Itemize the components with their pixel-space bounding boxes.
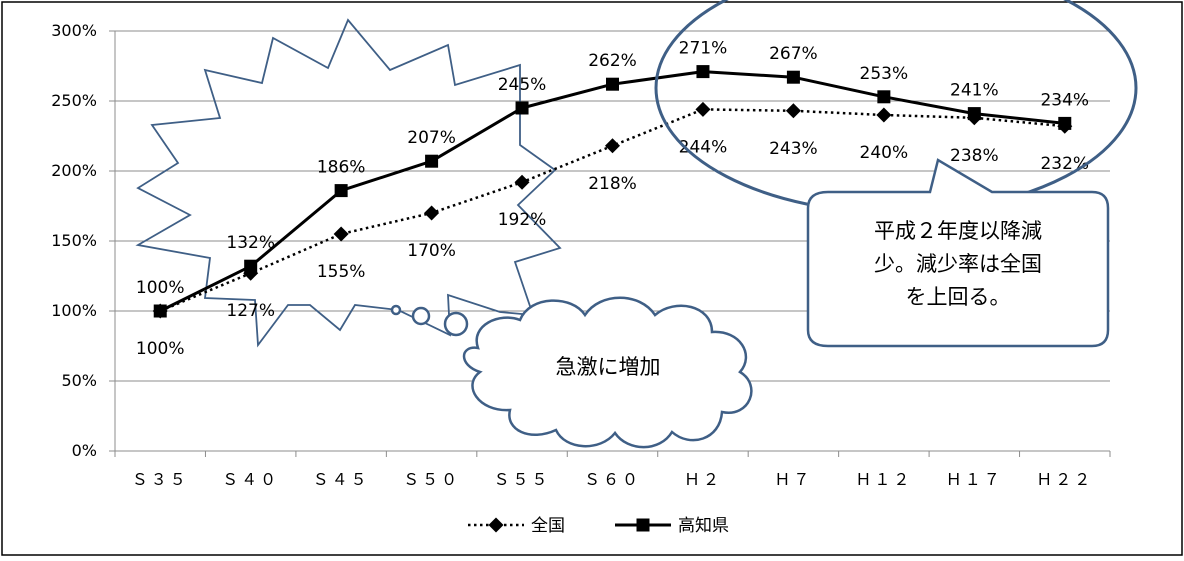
x-tick-label: Ｈ２ [684, 470, 722, 489]
data-point [514, 174, 530, 190]
data-point [334, 184, 348, 198]
x-tick-label: Ｓ４５ [313, 470, 370, 489]
data-point [786, 70, 800, 84]
data-point [785, 103, 801, 119]
data-point [695, 101, 711, 117]
x-tick-label: Ｓ５５ [494, 470, 551, 489]
callout-line-2: 少。減少率は全国 [874, 252, 1042, 276]
data-point [696, 65, 710, 79]
data-point [515, 101, 529, 115]
legend-marker [636, 518, 650, 532]
data-label: 238% [950, 146, 999, 166]
x-tick-label: Ｓ６０ [584, 470, 641, 489]
data-label: 132% [226, 233, 275, 253]
data-label: 267% [769, 44, 818, 64]
data-label: 232% [1040, 154, 1089, 174]
y-tick-label: 250% [51, 91, 97, 110]
data-point [333, 226, 349, 242]
series-layer [152, 65, 1073, 319]
data-labels: 100% 132% 186% 207% 245% 262% 271% 267% 253% 241%… [136, 39, 1089, 359]
data-label: 207% [407, 128, 456, 148]
annotation-cloud-text: 急激に増加 [556, 355, 661, 379]
legend-label: 高知県 [678, 516, 729, 536]
x-tick-label: Ｓ５０ [403, 470, 460, 489]
y-tick-label: 150% [51, 231, 97, 250]
legend-label: 全国 [531, 516, 565, 536]
data-label: 186% [317, 158, 366, 178]
data-label: 271% [679, 39, 728, 59]
y-tick-label: 0% [72, 441, 97, 460]
axes: 0% 50% 100% 150% 200% 250% 300% Ｓ３５ Ｓ４０ Ｓ４５ Ｓ５０ Ｓ５５… [51, 21, 1111, 489]
data-point [605, 138, 620, 154]
data-label: 218% [588, 174, 637, 194]
data-point [877, 90, 891, 104]
x-tick-label: Ｓ３５ [132, 470, 189, 489]
data-label: 170% [407, 241, 456, 261]
x-tick-label: Ｈ２２ [1036, 470, 1093, 489]
callout-line-1: 平成２年度以降減 [874, 219, 1042, 243]
data-label: 243% [769, 139, 818, 159]
data-label: 262% [588, 51, 637, 71]
data-point [606, 77, 619, 91]
data-point [876, 107, 892, 123]
data-label: 241% [950, 81, 999, 101]
y-tick-label: 200% [51, 161, 97, 180]
data-label: 127% [226, 301, 275, 321]
y-tick-label: 100% [51, 301, 97, 320]
data-label: 245% [498, 75, 547, 95]
data-label: 253% [860, 64, 909, 84]
data-label: 155% [317, 262, 366, 282]
callout-line-3: を上回る。 [906, 285, 1011, 309]
thought-cloud: 急激に増加 [390, 296, 753, 449]
legend: 全国 高知県 [468, 516, 729, 536]
legend-marker [488, 517, 504, 533]
data-label: 100% [136, 339, 185, 359]
series-line-0 [159, 108, 1065, 313]
data-point [1058, 116, 1072, 130]
data-label: 100% [136, 278, 185, 298]
data-label: 234% [1040, 90, 1089, 110]
x-tick-label: Ｈ１７ [946, 470, 1003, 489]
rounded-callout: 平成２年度以降減 少。減少率は全国 を上回る。 [806, 158, 1110, 348]
data-point [153, 304, 167, 318]
y-tick-label: 50% [61, 371, 97, 390]
data-point [967, 107, 981, 121]
data-point [244, 259, 258, 273]
x-tick-label: Ｈ１２ [855, 470, 912, 489]
y-tick-label: 300% [51, 21, 97, 40]
data-point [424, 205, 440, 221]
data-label: 240% [860, 143, 909, 163]
x-tick-label: Ｓ４０ [222, 470, 279, 489]
data-label: 192% [498, 210, 547, 230]
data-point [425, 154, 439, 168]
x-tick-label: Ｈ７ [774, 470, 812, 489]
